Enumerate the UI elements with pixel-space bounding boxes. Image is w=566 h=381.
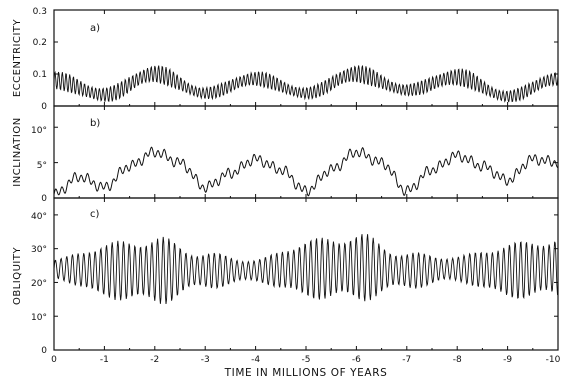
x-tick-label: -7 [402, 355, 411, 365]
panel-eccentricity: a) ECCENTRICITY 0 0.1 0.2 0.3 [12, 7, 559, 112]
obliquity-axis-label: OBLIQUITY [12, 247, 23, 306]
inclination-series [53, 146, 559, 197]
panel-inclination: b) INCLINATION 0 5° 10° [12, 105, 559, 204]
y-tick-label: 0 [41, 194, 47, 204]
axis-ticks [53, 9, 559, 351]
y-tick-label: 40° [31, 212, 47, 222]
panel-b-frame [53, 105, 559, 199]
x-tick-label: -1 [100, 355, 109, 365]
x-tick-label: -10 [546, 355, 561, 365]
x-tick-label: -8 [453, 355, 462, 365]
y-tick-label: 10° [31, 313, 47, 323]
y-tick-label: 5° [37, 161, 47, 171]
panel-obliquity: c) OBLIQUITY 0 10° 20° 30° 40° [12, 197, 559, 356]
x-tick-label: -3 [201, 355, 210, 365]
obliquity-series [53, 234, 559, 304]
y-tick-label: 0.2 [33, 38, 47, 48]
x-tick-label: -5 [302, 355, 311, 365]
eccentricity-axis-label: ECCENTRICITY [12, 18, 23, 97]
x-axis: 0 -1 -2 -3 -4 -5 -6 -7 -8 -9 -10 TIME IN… [51, 355, 560, 379]
x-axis-label: TIME IN MILLIONS OF YEARS [224, 367, 388, 379]
y-tick-label: 0 [41, 346, 47, 356]
x-tick-label: 0 [51, 355, 57, 365]
inclination-axis-label: INCLINATION [12, 117, 23, 186]
y-tick-label: 20° [31, 279, 47, 289]
y-tick-label: 0 [41, 102, 47, 112]
y-tick-label: 30° [31, 245, 47, 255]
x-tick-label: -2 [150, 355, 159, 365]
y-tick-label: 0.1 [33, 70, 47, 80]
x-tick-label: -9 [503, 355, 512, 365]
x-tick-label: -4 [251, 355, 260, 365]
panel-b-label: b) [90, 118, 100, 129]
panel-c-label: c) [90, 209, 99, 220]
y-tick-label: 10° [31, 126, 47, 136]
y-tick-label: 0.3 [33, 7, 47, 17]
eccentricity-series [53, 64, 559, 103]
x-tick-label: -6 [352, 355, 361, 365]
panel-a-label: a) [90, 23, 100, 34]
